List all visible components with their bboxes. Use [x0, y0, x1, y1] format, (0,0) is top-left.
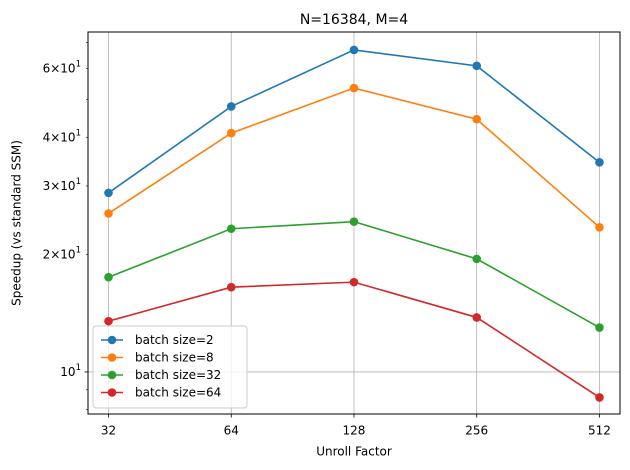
x-tick-label: 128 [343, 424, 366, 438]
x-tick-label: 32 [101, 424, 116, 438]
legend-label: batch size=64 [135, 386, 221, 400]
y-tick-label: 6×101 [43, 60, 81, 76]
x-tick-label: 512 [588, 424, 611, 438]
data-point [472, 61, 482, 71]
x-axis-label: Unroll Factor [316, 445, 392, 459]
legend-swatch-marker [107, 388, 117, 397]
data-point [595, 158, 604, 167]
data-point [595, 323, 604, 332]
legend-swatch-marker [107, 353, 117, 362]
data-point [349, 217, 359, 226]
data-point [595, 393, 604, 402]
legend-label: batch size=2 [135, 333, 214, 347]
y-axis-label: Speedup (vs standard SSM) [10, 140, 24, 306]
y-tick-label: 3×101 [43, 177, 81, 193]
data-point [349, 277, 359, 287]
y-tick-label: 101 [60, 363, 81, 379]
plot-series [104, 45, 604, 402]
legend-label: batch size=32 [135, 368, 221, 382]
data-point [226, 282, 236, 292]
chart-title: N=16384, M=4 [300, 12, 408, 28]
data-point [226, 102, 236, 111]
data-point [472, 254, 482, 264]
x-tick-label: 256 [465, 424, 488, 438]
data-point [226, 224, 236, 234]
y-axis-ticks: 101 2×101 3×101 4×101 6×101 [43, 42, 88, 411]
data-point [349, 45, 359, 55]
data-point [472, 114, 482, 124]
data-point [472, 313, 482, 322]
data-point [595, 223, 604, 232]
data-point [104, 316, 113, 326]
x-tick-label: 64 [224, 424, 239, 438]
legend-label: batch size=8 [135, 351, 214, 365]
x-axis-ticks: 32 64 128 256 512 [101, 414, 611, 438]
legend-swatch-marker [107, 335, 117, 345]
y-tick-label: 4×101 [43, 128, 81, 144]
data-point [226, 128, 236, 138]
y-tick-label: 2×101 [43, 246, 81, 262]
data-point [104, 272, 113, 282]
data-point [104, 188, 113, 198]
legend-swatch-marker [107, 370, 117, 380]
legend: batch size=2 batch size=8 batch size=32 bat… [92, 325, 248, 409]
data-point [349, 83, 359, 93]
legend-box [92, 325, 248, 409]
data-point [104, 209, 113, 218]
